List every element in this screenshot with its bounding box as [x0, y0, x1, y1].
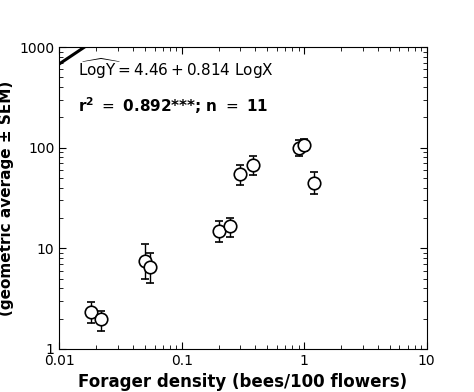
Text: $\widehat{\rm LogY}$$= 4.46 + 0.814\ \rm LogX$: $\widehat{\rm LogY}$$= 4.46 + 0.814\ \rm… [78, 56, 273, 81]
Y-axis label: Cotton pollen grains per MS stigma
(geometric average ± SEM): Cotton pollen grains per MS stigma (geom… [0, 46, 14, 350]
X-axis label: Forager density (bees/100 flowers): Forager density (bees/100 flowers) [78, 373, 408, 391]
Text: r$^{\mathbf{2}}$ $=$ 0.892***; n $=$ 11: r$^{\mathbf{2}}$ $=$ 0.892***; n $=$ 11 [78, 95, 268, 116]
